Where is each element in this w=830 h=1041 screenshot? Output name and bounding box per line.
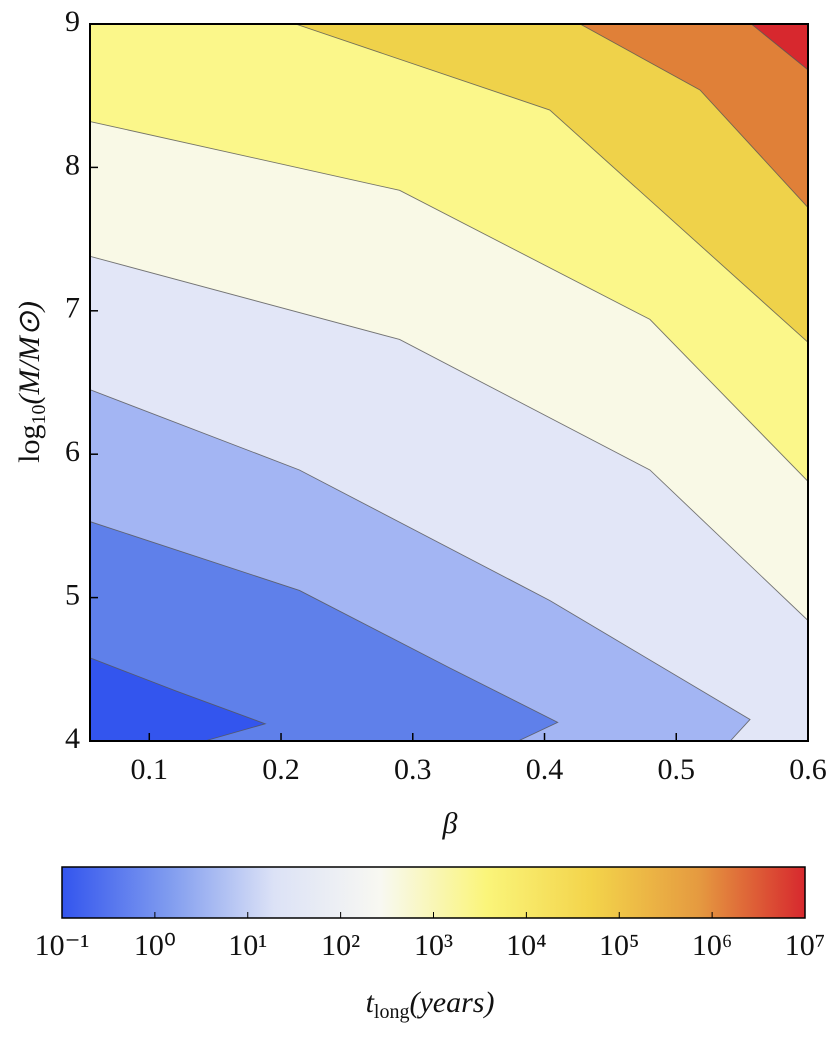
colorbar-tick-label: 10⁻¹ (35, 929, 90, 962)
colorbar-tick-label: 10² (321, 929, 360, 962)
y-label-base: log (13, 425, 46, 463)
x-tick-label: 0.4 (526, 753, 564, 786)
x-axis-label: β (442, 807, 458, 840)
colorbar-tick-label: 10⁴ (506, 929, 546, 962)
cb-label-base: t (366, 986, 375, 1019)
plot-area (90, 24, 808, 741)
colorbar-tick-label: 10⁰ (134, 929, 176, 962)
contour-line (295, 24, 808, 343)
y-tick-label: 9 (65, 5, 80, 38)
colorbar (61, 866, 806, 919)
y-tick-label: 6 (65, 435, 80, 468)
contour-line (751, 24, 808, 71)
contour-line (90, 657, 267, 741)
colorbar-tick-label: 10⁶ (692, 929, 732, 962)
y-label-rest: (M/M⊙) (13, 301, 46, 404)
cb-label-sub: long (374, 1001, 410, 1023)
colorbar-tick-label: 10¹ (228, 929, 267, 962)
contour-line (90, 121, 808, 482)
y-tick-label: 8 (65, 148, 80, 181)
x-tick-label: 0.6 (789, 753, 827, 786)
colorbar-tick-label: 10⁵ (599, 929, 639, 962)
x-tick-label: 0.2 (262, 753, 300, 786)
y-axis-label: log10(M/M⊙) (13, 301, 50, 463)
y-label-sub: 10 (28, 405, 50, 425)
x-tick-label: 0.5 (658, 753, 696, 786)
colorbar-label: tlong(years) (366, 986, 495, 1023)
colorbar-tick-label: 10⁷ (785, 929, 825, 962)
y-tick-label: 5 (65, 578, 80, 611)
colorbar-tick-label: 10³ (414, 929, 453, 962)
contour-line (90, 389, 751, 741)
plot-frame (89, 23, 809, 742)
x-tick-label: 0.1 (131, 753, 169, 786)
region (580, 24, 808, 208)
cb-label-rest: (years) (409, 986, 494, 1019)
y-tick-label: 4 (65, 722, 80, 755)
contour-line (90, 521, 559, 741)
region (295, 24, 808, 343)
contour-line (579, 24, 808, 208)
y-tick-label: 7 (65, 292, 80, 325)
x-tick-label: 0.3 (394, 753, 432, 786)
contour-line (90, 255, 808, 621)
